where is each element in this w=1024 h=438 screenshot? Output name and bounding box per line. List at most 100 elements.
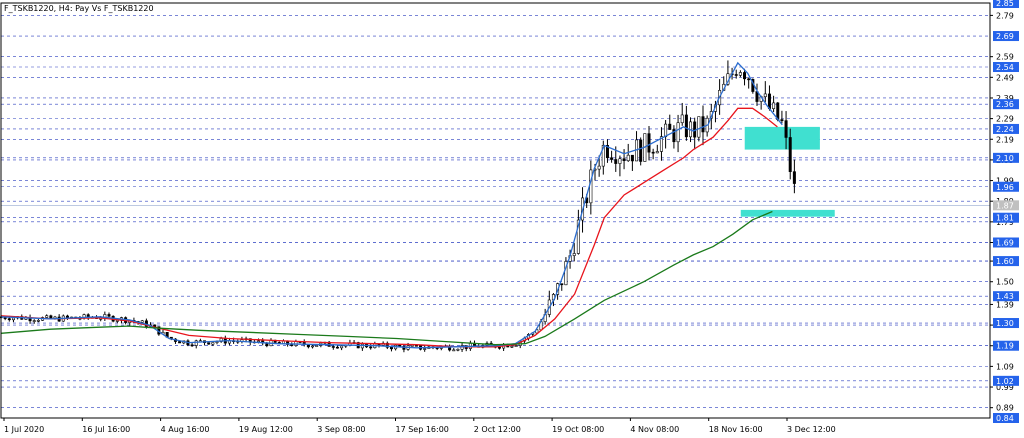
candle-body [514,345,518,347]
candle-body [32,320,36,322]
candle-body [311,345,315,348]
candle-body [385,342,389,348]
candle-body [684,114,688,138]
y-tick-label: 2.29 [996,115,1014,124]
candle-body [107,314,111,317]
grid-lines [1,2,990,419]
candle-body [410,345,414,347]
candle-body [788,137,792,172]
highlight-zone [740,209,835,217]
candle-body [772,102,776,109]
candle-body [664,123,668,137]
series-line-0 [0,107,778,348]
candle-body [680,114,684,124]
price-tag-label: 1.69 [996,239,1014,248]
price-tag [993,291,1019,302]
price-tag [993,413,1019,423]
candle-body [211,342,215,345]
price-tag [993,375,1019,386]
x-tick-label: 19 Aug 12:00 [239,425,293,434]
price-tag [993,62,1019,73]
y-tick-label: 2.79 [996,11,1014,20]
candle-body [651,151,655,154]
y-tick-label: 2.49 [996,73,1014,82]
candle-body [497,347,501,349]
x-tick-label: 1 Jul 2020 [4,425,44,434]
candle-body [792,171,796,184]
candle-body [672,129,676,143]
candle-body [11,317,15,321]
x-axis: 1 Jul 2020 16 Jul 16:00 4 Aug 16:00 19 Aug … [3,418,836,434]
candle-body [398,344,402,347]
current-price-label: 1.87 [996,201,1014,210]
price-tag [993,0,1019,8]
series-line-2 [0,210,773,346]
candle-body [610,157,614,160]
candle-body [115,320,119,322]
candle-body [369,346,373,349]
candle-body [622,158,626,161]
highlight-zones [740,126,835,217]
candle-body [65,315,69,318]
chart-title: F_TSKB1220, H4: Pay Vs F_TSKB1220 [4,4,154,13]
price-tag [993,318,1019,329]
candle-body [190,344,194,347]
y-tick-label: 1.09 [996,362,1014,371]
y-tick-label: 2.39 [996,94,1014,103]
price-tag [993,152,1019,163]
y-tick-label: 1.50 [996,278,1014,287]
x-tick-label: 4 Aug 16:00 [161,425,210,434]
candle-body [659,136,663,152]
price-tag-label: 1.43 [996,292,1014,301]
price-tag [993,340,1019,351]
candle-body [45,315,49,318]
candle-body [423,348,427,350]
price-tag-label: 2.24 [996,125,1014,134]
moving-average-lines [0,61,783,349]
x-tick-label: 18 Nov 16:00 [709,425,763,434]
series-line-1 [0,61,783,349]
candle-body [614,159,618,164]
price-tag [993,212,1019,223]
candle-body [194,340,198,346]
price-tag-label: 1.60 [996,257,1014,266]
price-tag-label: 2.85 [996,0,1014,8]
x-tick-label: 2 Oct 12:00 [474,425,521,434]
plot-frame [0,2,991,419]
candle-body [639,139,643,162]
candle-body [315,345,319,347]
y-axis: 2.792.592.492.392.292.192.091.991.891.79… [990,0,1019,423]
candle-body [747,78,751,81]
candle-body [697,116,701,138]
candle-body [780,119,784,121]
candle-body [743,72,747,80]
price-tag [993,99,1019,110]
price-tag-label: 1.96 [996,183,1014,192]
y-tick-label: 0.99 [996,383,1014,392]
candle-body [626,154,630,161]
candle-body [207,342,211,345]
candle-body [49,315,53,319]
candle-body [647,133,651,153]
price-tag [993,31,1019,42]
y-tick-label: 2.59 [996,53,1014,62]
candle-body [589,169,593,204]
price-tag-label: 1.02 [996,377,1014,386]
price-tag-label: 1.19 [996,342,1014,351]
price-tag [993,237,1019,248]
candle-body [763,93,767,98]
price-tag [993,181,1019,192]
price-tag-label: 2.54 [996,63,1014,72]
candle-body [331,346,335,348]
candle-body [676,122,680,143]
current-price-tag [993,200,1019,211]
candle-body [738,72,742,76]
candle-body [784,120,788,138]
candle-body [605,145,609,159]
highlight-zone [744,126,820,150]
x-tick-label: 3 Dec 12:00 [787,425,836,434]
candle-body [560,283,564,286]
price-tag-label: 1.30 [996,319,1014,328]
candle-body [668,123,672,130]
